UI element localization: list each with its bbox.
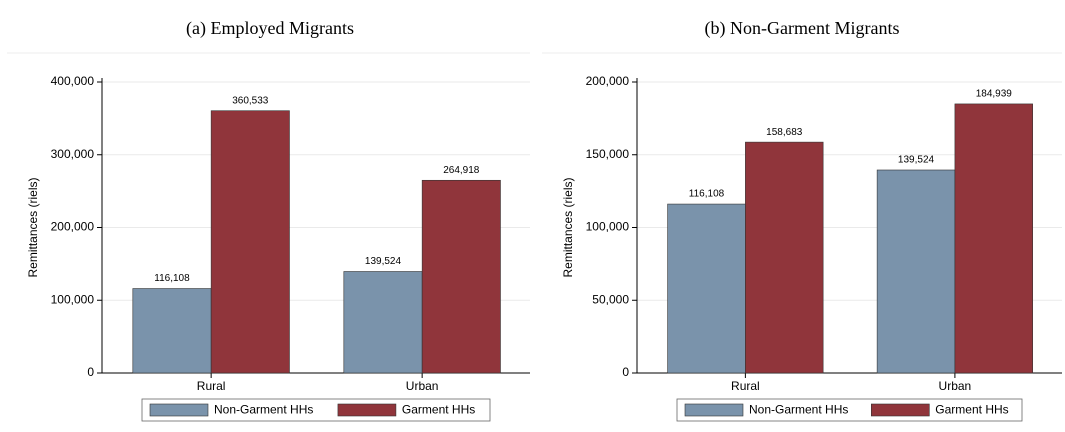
y-tick-label: 300,000: [51, 147, 95, 161]
y-axis-label: Remittances (riels): [561, 177, 575, 277]
value-label: 139,524: [898, 155, 935, 166]
legend-label: Garment HHs: [935, 403, 1008, 417]
bar: [876, 169, 956, 374]
bar: [667, 203, 746, 374]
value-label: 158,683: [766, 127, 803, 138]
y-tick-label: 200,000: [586, 74, 630, 88]
bar: [745, 141, 824, 374]
value-label: 116,108: [689, 189, 725, 200]
y-axis-label: Remittances (riels): [26, 177, 40, 277]
bar: [210, 110, 290, 374]
chart-title: (b) Non-Garment Migrants: [705, 18, 900, 39]
y-tick-label: 0: [87, 365, 94, 379]
y-tick-label: 400,000: [51, 74, 95, 88]
x-tick-label: Rural: [731, 379, 760, 393]
value-label: 264,918: [443, 165, 480, 176]
y-tick-label: 0: [622, 365, 629, 379]
legend-swatch: [684, 403, 744, 417]
x-tick-label: Urban: [939, 379, 972, 393]
legend-label: Non-Garment HHs: [214, 403, 313, 417]
legend-swatch: [149, 403, 209, 417]
bar: [954, 103, 1033, 374]
value-label: 184,939: [976, 89, 1013, 100]
x-tick-label: Urban: [406, 379, 439, 393]
y-tick-label: 200,000: [51, 220, 95, 234]
legend-swatch: [870, 403, 930, 417]
bar: [132, 288, 212, 374]
y-tick-label: 50,000: [592, 292, 629, 306]
x-tick-label: Rural: [197, 379, 226, 393]
y-tick-label: 100,000: [586, 220, 630, 234]
value-label: 139,524: [365, 256, 402, 267]
bar: [421, 179, 501, 374]
value-label: 116,108: [154, 273, 190, 284]
legend-label: Garment HHs: [402, 403, 475, 417]
legend-box: [676, 398, 1023, 422]
bar: [343, 271, 423, 374]
y-tick-label: 100,000: [51, 292, 95, 306]
legend-swatch: [337, 403, 397, 417]
legend-label: Non-Garment HHs: [749, 403, 848, 417]
chart-title: (a) Employed Migrants: [186, 18, 354, 39]
legend-box: [141, 398, 491, 422]
value-label: 360,533: [232, 95, 269, 106]
y-tick-label: 150,000: [586, 147, 630, 161]
